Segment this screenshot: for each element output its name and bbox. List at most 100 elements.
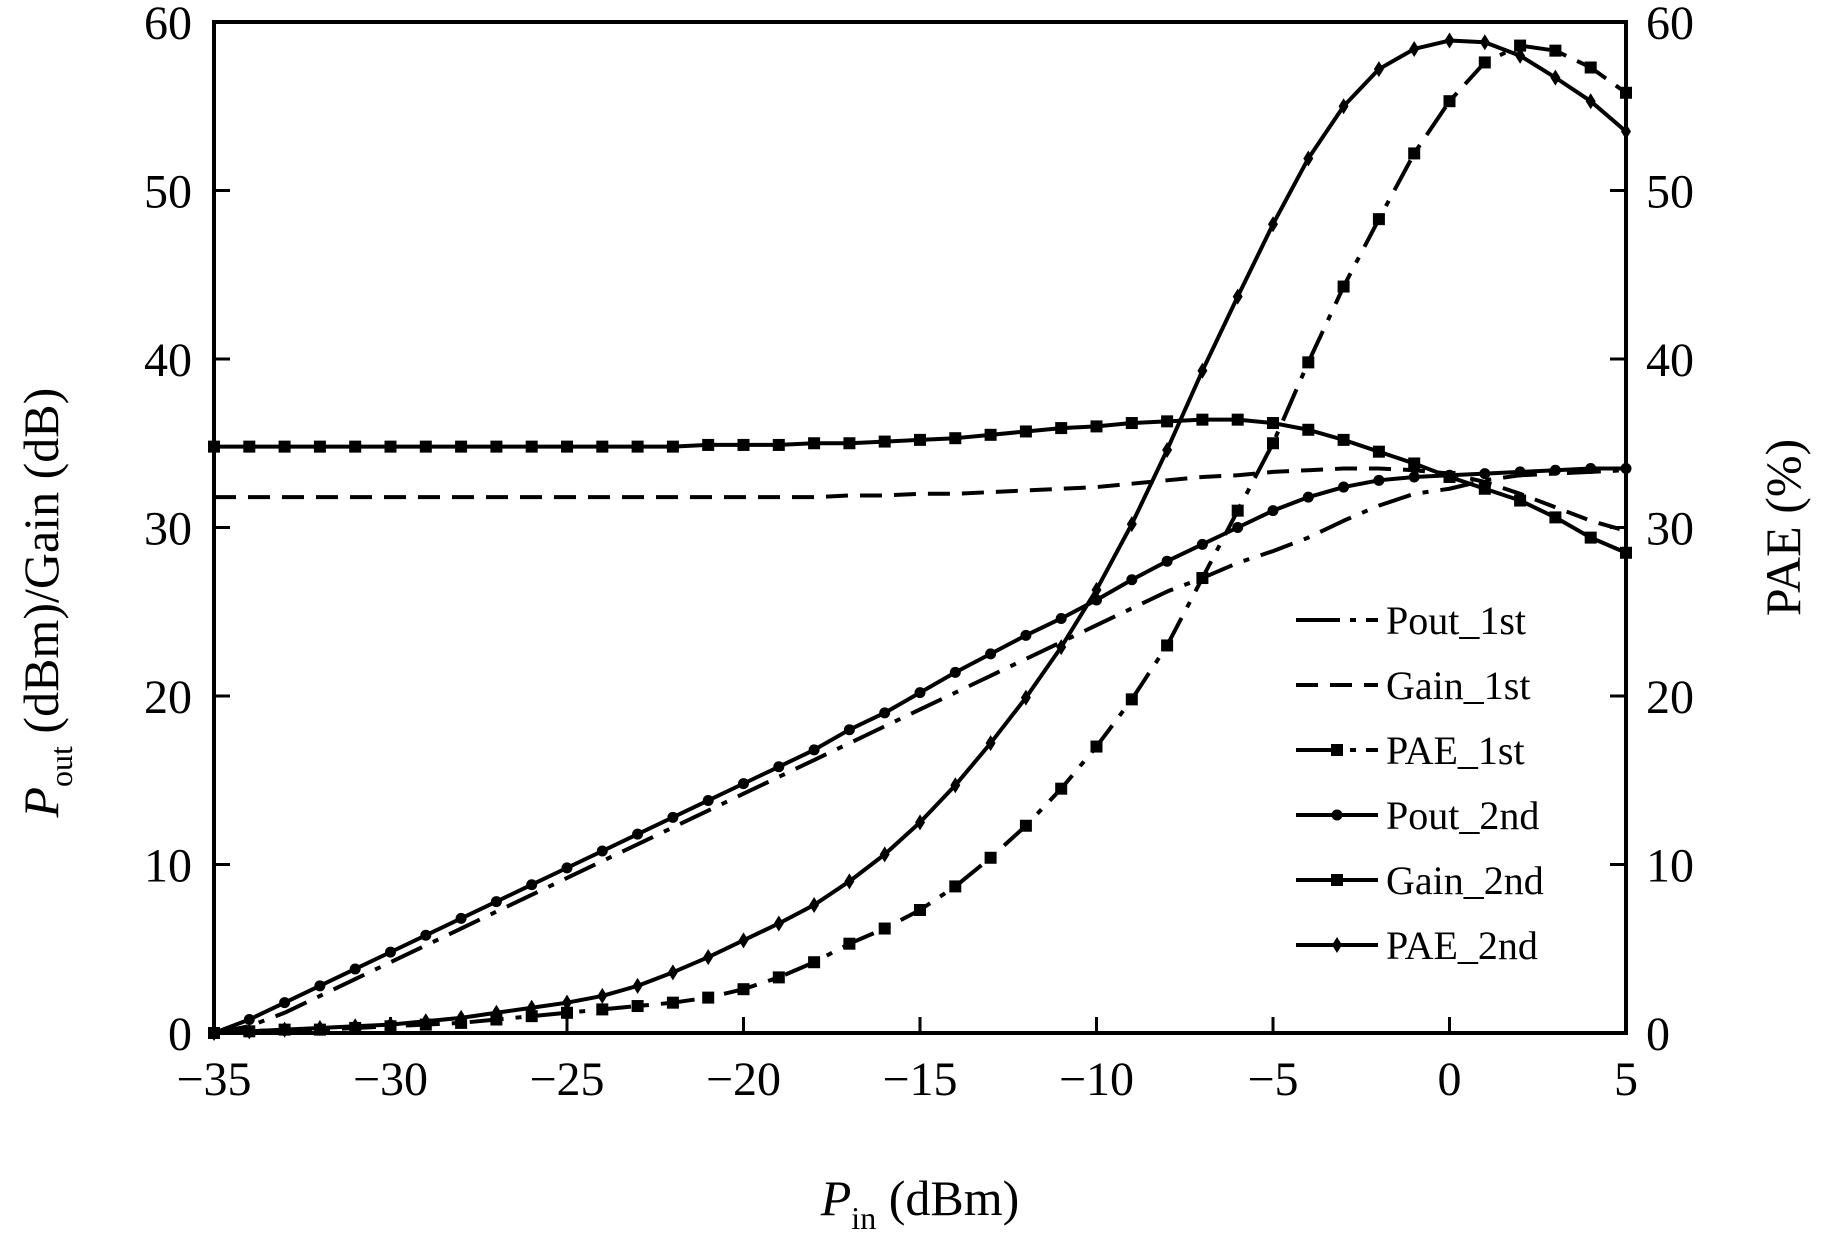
y-left-label-sub: out	[43, 746, 79, 787]
y-right-tick-label: 10	[1646, 840, 1694, 893]
data-point-gain-2nd	[1514, 494, 1527, 507]
data-point-pae-1st	[1302, 356, 1315, 369]
x-tick-label: −10	[1059, 1053, 1134, 1106]
series-pae-2nd	[209, 32, 1631, 1041]
data-point-gain-2nd	[313, 440, 326, 453]
data-point-pout-2nd	[738, 778, 749, 790]
data-point-pae-1st	[1408, 147, 1421, 160]
data-point-pae-1st	[984, 851, 997, 864]
data-point-pout-2nd	[985, 648, 997, 660]
data-point-pae-1st	[1090, 740, 1103, 753]
data-point-pout-2nd	[1267, 505, 1279, 517]
x-label-unit: (dBm)	[876, 1170, 1019, 1226]
y-left-tick-label: 20	[144, 671, 192, 724]
data-point-gain-2nd	[949, 432, 962, 445]
x-tick-label: −5	[1247, 1053, 1298, 1106]
data-point-gain-2nd	[737, 438, 750, 451]
legend-marker-gain-2nd	[1331, 874, 1343, 886]
data-point-pae-2nd	[632, 977, 643, 994]
data-point-pae-2nd	[562, 994, 572, 1011]
data-point-gain-2nd	[1196, 413, 1209, 426]
data-point-pae-2nd	[1515, 47, 1526, 64]
y-left-tick-label: 30	[144, 503, 192, 556]
data-point-pout-2nd	[914, 687, 926, 699]
data-point-pae-1st	[1514, 39, 1527, 52]
axis-ticks: −35 −30 −25 −20 −15 −10 −5 0 5010203040506001020…	[144, 0, 1694, 1106]
data-point-pout-2nd	[490, 896, 502, 908]
legend-label-pout-2nd: Pout_2nd	[1386, 793, 1539, 838]
data-point-pout-2nd	[949, 666, 961, 678]
data-point-pae-1st	[1161, 639, 1174, 652]
data-point-gain-2nd	[278, 440, 291, 453]
data-point-pout-2nd	[596, 845, 608, 857]
series-pout-2nd	[208, 463, 1632, 1039]
data-point-pout-2nd	[279, 997, 291, 1009]
series-pout-1st	[213, 468, 1627, 1035]
data-point-pae-1st	[949, 880, 962, 893]
data-point-gain-2nd	[349, 440, 362, 453]
data-point-gain-2nd	[1161, 415, 1174, 428]
data-point-gain-2nd	[455, 440, 468, 453]
data-point-gain-2nd	[878, 435, 891, 448]
data-point-pout-2nd	[808, 744, 820, 756]
data-point-pae-1st	[1055, 782, 1068, 795]
data-point-gain-2nd	[808, 437, 821, 450]
x-tick-label: 0	[1438, 1053, 1462, 1106]
data-point-gain-2nd	[1090, 420, 1103, 433]
x-label-main: P	[820, 1170, 852, 1226]
data-point-gain-2nd	[1443, 470, 1456, 483]
y-left-axis-label: Pout (dBm)/Gain (dB)	[13, 388, 79, 819]
data-point-gain-2nd	[525, 440, 538, 453]
data-point-pout-2nd	[1302, 491, 1314, 503]
data-point-pae-2nd	[915, 814, 925, 831]
data-point-pout-2nd	[1408, 471, 1420, 483]
data-point-pae-1st	[702, 991, 715, 1004]
data-point-gain-2nd	[772, 438, 785, 451]
data-point-pout-2nd	[773, 761, 785, 773]
x-tick-label: −20	[706, 1053, 781, 1106]
data-point-pout-2nd	[1232, 522, 1244, 533]
data-point-gain-2nd	[984, 428, 997, 441]
data-point-gain-2nd	[1055, 422, 1068, 435]
data-point-pae-1st	[1443, 95, 1456, 108]
data-point-pae-2nd	[1373, 61, 1384, 78]
legend-label-pae-2nd: PAE_2nd	[1386, 923, 1538, 968]
data-point-pae-1st	[1019, 819, 1032, 832]
data-point-pae-1st	[1372, 213, 1385, 226]
y-left-tick-label: 10	[144, 840, 192, 893]
data-point-pae-2nd	[350, 1018, 361, 1035]
data-point-pae-1st	[772, 971, 785, 984]
data-point-gain-2nd	[1549, 511, 1562, 524]
data-point-pae-2nd	[667, 964, 678, 981]
data-point-pae-1st	[1478, 56, 1491, 69]
data-point-gain-2nd	[666, 440, 679, 453]
data-point-gain-2nd	[1408, 457, 1421, 470]
data-point-pae-1st	[1231, 504, 1244, 517]
data-point-pout-2nd	[1338, 481, 1350, 493]
data-point-gain-2nd	[243, 440, 256, 453]
series-gain-1st	[214, 466, 1627, 533]
data-point-pout-2nd	[1585, 463, 1597, 475]
series-gain-2nd	[208, 413, 1632, 559]
legend-label-gain-1st: Gain_1st	[1386, 663, 1530, 708]
x-tick-label: 5	[1614, 1053, 1638, 1106]
data-point-pout-2nd	[702, 794, 714, 806]
data-point-gain-2nd	[702, 438, 715, 451]
data-point-gain-2nd	[1337, 433, 1350, 446]
data-point-pae-2nd	[1162, 441, 1173, 458]
data-point-pae-2nd	[491, 1004, 502, 1021]
data-point-gain-2nd	[1231, 413, 1244, 426]
y-right-tick-label: 60	[1646, 0, 1694, 50]
data-point-pae-2nd	[879, 846, 890, 863]
data-point-pae-1st	[1267, 437, 1279, 450]
data-point-gain-2nd	[1125, 417, 1138, 430]
y-right-tick-label: 20	[1646, 671, 1694, 724]
data-point-pae-1st	[914, 903, 926, 916]
data-point-pae-2nd	[597, 987, 608, 1004]
data-point-pae-2nd	[1303, 150, 1314, 167]
x-axis-label: Pin (dBm)	[820, 1170, 1019, 1236]
legend-marker-pout-2nd	[1331, 809, 1343, 821]
y-left-tick-label: 60	[144, 0, 192, 50]
y-left-tick-label: 0	[168, 1008, 192, 1061]
legend-marker-pae-1st	[1331, 744, 1343, 756]
